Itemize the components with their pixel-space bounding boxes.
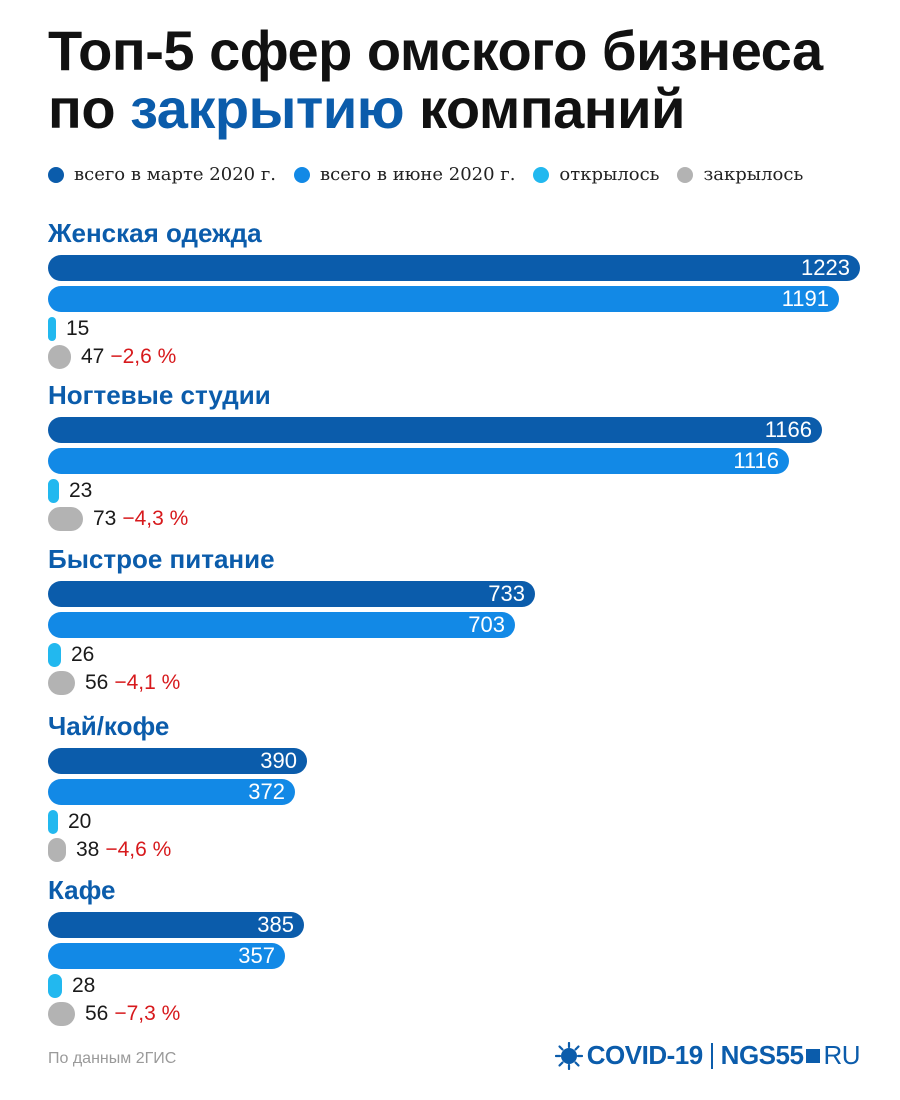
value-label: 28 xyxy=(72,974,96,997)
source-note: По данным 2ГИС xyxy=(48,1050,177,1067)
label-closed: 47 −2,6 % xyxy=(81,345,176,369)
title-line-2-pre: по xyxy=(48,77,131,140)
value-label: 15 xyxy=(66,317,90,340)
logo-covid-text: COVID-19 xyxy=(586,1040,703,1070)
bar-march: 1166 xyxy=(48,417,822,443)
bar-june: 372 xyxy=(48,779,295,805)
title-accent: закрытию xyxy=(130,77,405,140)
value-label: 56 xyxy=(85,1002,109,1025)
label-closed: 56 −4,1 % xyxy=(85,671,180,695)
label-closed: 56 −7,3 % xyxy=(85,1002,180,1026)
value-label: 20 xyxy=(68,810,92,833)
bar-closed xyxy=(48,671,75,695)
bar-march: 733 xyxy=(48,581,535,607)
value-label: 38 xyxy=(76,838,100,861)
bar-opened xyxy=(48,643,61,667)
label-closed: 73 −4,3 % xyxy=(93,507,188,531)
value-label: 47 xyxy=(81,345,105,368)
value-label: 56 xyxy=(85,671,109,694)
title-line-2-post: компаний xyxy=(404,77,685,140)
legend-item-closed: закрылось xyxy=(677,164,803,185)
virus-icon xyxy=(554,1041,583,1070)
bar-march: 1223 xyxy=(48,255,860,281)
bar-march: 385 xyxy=(48,912,304,938)
label-opened: 28 xyxy=(72,974,95,998)
bar-march: 390 xyxy=(48,748,307,774)
value-label: 23 xyxy=(69,479,93,502)
bar-june: 703 xyxy=(48,612,515,638)
bar-closed xyxy=(48,838,66,862)
legend-dot-june xyxy=(293,166,310,183)
legend-dot-closed xyxy=(677,166,694,183)
legend: всего в марте 2020 г. всего в июне 2020 … xyxy=(48,164,821,185)
chart-title: Топ-5 сфер омского бизнеса по закрытию к… xyxy=(48,22,823,138)
legend-item-march: всего в марте 2020 г. xyxy=(48,164,276,185)
title-line-2: по закрытию компаний xyxy=(48,80,823,138)
value-label: 26 xyxy=(71,643,95,666)
legend-dot-opened xyxy=(533,166,550,183)
bar-june: 357 xyxy=(48,943,285,969)
category-title: Кафе xyxy=(48,875,116,905)
legend-label-opened: открылось xyxy=(559,164,660,185)
logo-ru-text: RU xyxy=(823,1040,860,1070)
logo-separator xyxy=(710,1042,713,1069)
legend-label-closed: закрылось xyxy=(703,164,804,185)
title-line-1: Топ-5 сфер омского бизнеса xyxy=(48,19,823,82)
legend-label-june: всего в июне 2020 г. xyxy=(319,164,516,185)
ngs55-logo: COVID-19 NGS55 RU xyxy=(554,1040,860,1071)
category-title: Ногтевые студии xyxy=(48,380,271,410)
bar-opened xyxy=(48,974,62,998)
value-label: 73 xyxy=(93,507,117,530)
bar-june: 1116 xyxy=(48,448,789,474)
bar-opened xyxy=(48,479,59,503)
bar-closed xyxy=(48,345,71,369)
bar-opened xyxy=(48,317,56,341)
label-closed: 38 −4,6 % xyxy=(76,838,171,862)
change-percent-label: −4,3 % xyxy=(122,507,189,530)
legend-item-opened: открылось xyxy=(533,164,659,185)
legend-dot-march xyxy=(48,166,64,183)
category-title: Женская одежда xyxy=(48,218,262,248)
change-percent-label: −2,6 % xyxy=(110,345,177,368)
bar-opened xyxy=(48,810,58,834)
legend-item-june: всего в июне 2020 г. xyxy=(293,164,516,185)
logo-ngs-text: NGS55 xyxy=(720,1040,804,1070)
change-percent-label: −4,1 % xyxy=(114,671,181,694)
category-title: Чай/кофе xyxy=(48,711,170,741)
bar-june: 1191 xyxy=(48,286,839,312)
change-percent-label: −4,6 % xyxy=(105,838,172,861)
category-title: Быстрое питание xyxy=(48,544,275,574)
change-percent-label: −7,3 % xyxy=(114,1002,181,1025)
label-opened: 23 xyxy=(69,479,92,503)
bar-closed xyxy=(48,507,83,531)
label-opened: 15 xyxy=(66,317,89,341)
logo-square-icon xyxy=(806,1048,821,1063)
label-opened: 26 xyxy=(71,643,94,667)
bar-closed xyxy=(48,1002,75,1026)
label-opened: 20 xyxy=(68,810,91,834)
legend-label-march: всего в марте 2020 г. xyxy=(74,164,276,185)
